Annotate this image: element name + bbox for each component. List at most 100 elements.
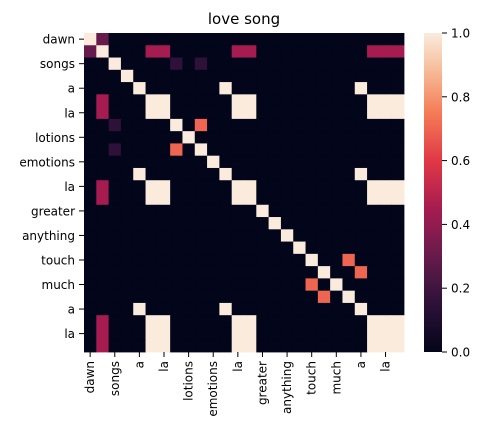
heatmap-cell [120,69,134,83]
x-tick-label: lotions [182,361,196,401]
heatmap-cell [280,167,294,181]
heatmap-cell [280,302,294,316]
heatmap-cell [170,94,183,108]
heatmap-cell [133,155,146,169]
heatmap-cell [157,241,171,255]
heatmap-cell [170,339,183,353]
heatmap-cell [354,327,368,341]
heatmap-cell [317,143,331,157]
heatmap-cell [342,315,356,328]
heatmap-cell [367,229,380,242]
heatmap-cell [391,204,405,218]
heatmap-cell [256,253,270,267]
heatmap-cell [145,339,159,353]
heatmap-cell [96,82,110,95]
heatmap-cell [133,69,146,83]
heatmap-cell [305,155,319,169]
heatmap-cell [207,253,220,267]
heatmap-cell [391,217,405,230]
heatmap-cell [145,290,159,304]
heatmap-cell [120,45,134,58]
heatmap-cell [268,155,282,169]
heatmap-cell [194,94,208,108]
heatmap-cell [108,167,122,181]
heatmap-cell [293,266,306,279]
heatmap-cell [379,143,393,157]
heatmap-cell [157,131,171,144]
heatmap-cell [84,82,97,95]
heatmap-cell [96,45,110,58]
heatmap-cell [182,302,196,316]
heatmap-cell [379,302,393,316]
heatmap-cells [84,33,405,353]
heatmap-cell [157,302,171,316]
heatmap-cell [157,57,171,71]
heatmap-cell [305,278,319,292]
heatmap-cell [133,45,146,58]
heatmap-cell [194,180,208,193]
heatmap-cell [354,217,368,230]
heatmap-cell [342,180,356,193]
heatmap-cell [96,106,110,120]
heatmap-cell [354,69,368,83]
heatmap-cell [280,339,294,353]
heatmap-cell [293,69,306,83]
heatmap-cell [244,241,257,255]
heatmap-cell [194,290,208,304]
heatmap-cell [256,339,270,353]
heatmap-cell [293,155,306,169]
heatmap-cell [367,143,380,157]
heatmap-cell [354,143,368,157]
y-tick-label: touch [41,253,75,267]
heatmap-cell [108,82,122,95]
heatmap-cell [194,327,208,341]
heatmap-cell [256,278,270,292]
heatmap-cell [145,106,159,120]
heatmap-cell [317,315,331,328]
heatmap-cell [194,229,208,242]
heatmap-cell [379,266,393,279]
heatmap-cell [379,131,393,144]
heatmap-cell [120,253,134,267]
heatmap-cell [317,192,331,206]
heatmap-cell [244,204,257,218]
heatmap-cell [330,167,343,181]
heatmap-cell [256,167,270,181]
heatmap-cell [379,241,393,255]
heatmap-cell [133,180,146,193]
heatmap-cell [231,327,245,341]
heatmap-cell [108,155,122,169]
heatmap-cell [317,82,331,95]
heatmap-cell [367,33,380,46]
heatmap-cell [84,69,97,83]
heatmap-cell [268,302,282,316]
heatmap-cell [182,266,196,279]
heatmap-cell [219,339,233,353]
heatmap-cell [379,315,393,328]
heatmap-cell [342,57,356,71]
heatmap-cell [330,241,343,255]
heatmap-cell [170,33,183,46]
heatmap-cell [379,192,393,206]
heatmap-cell [280,217,294,230]
heatmap-cell [96,266,110,279]
heatmap-cell [133,131,146,144]
heatmap-cell [157,33,171,46]
heatmap-cell [256,82,270,95]
heatmap-cell [342,143,356,157]
heatmap-cell [182,167,196,181]
heatmap-cell [305,180,319,193]
heatmap-cell [170,82,183,95]
heatmap-cell [145,204,159,218]
heatmap-cell [268,45,282,58]
heatmap-cell [280,118,294,132]
heatmap-cell [293,302,306,316]
heatmap-cell [367,204,380,218]
heatmap-cell [256,241,270,255]
heatmap-cell [244,327,257,341]
y-tick-label: anything [22,229,75,243]
heatmap-cell [96,155,110,169]
heatmap-cell [379,339,393,353]
heatmap-cell [96,229,110,242]
heatmap-cell [157,106,171,120]
